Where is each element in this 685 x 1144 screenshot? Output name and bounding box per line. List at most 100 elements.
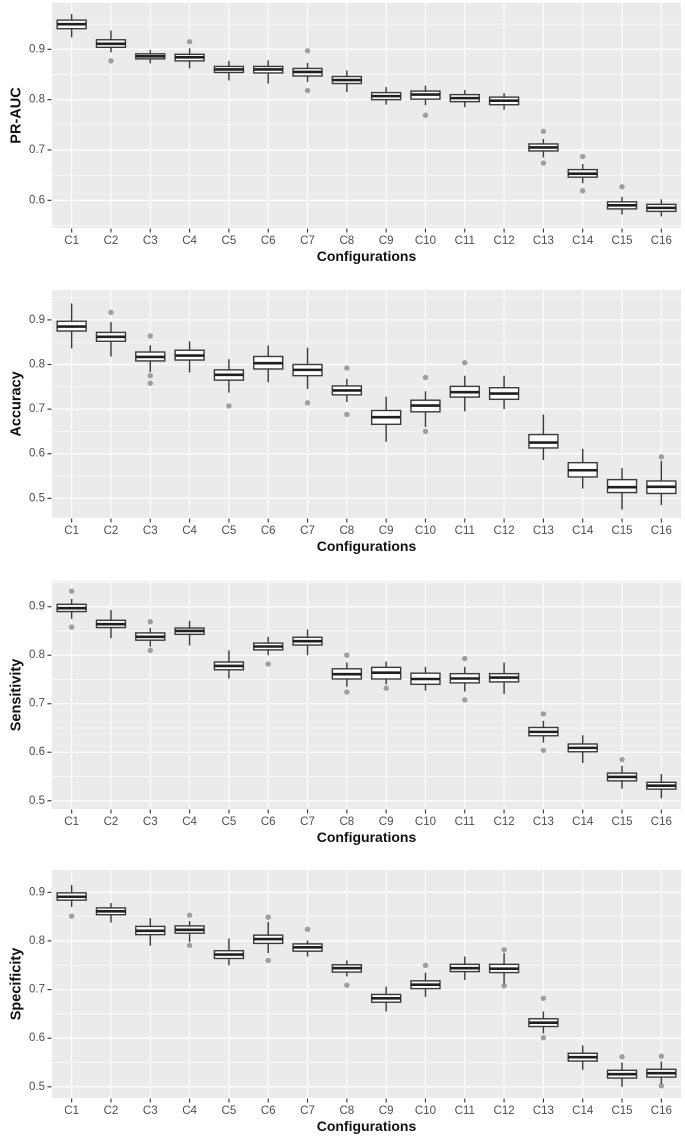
x-tick-label: C2 [104,235,119,247]
x-tick-label: C10 [415,1105,436,1117]
boxplot-C14 [567,153,598,194]
boxplot-C1 [56,14,87,38]
outlier-point [304,400,311,406]
x-tick-label: C10 [415,525,436,537]
outlier-point [265,661,271,667]
y-axis-title: Specificity [9,948,25,1021]
outlier-point [226,403,232,409]
boxplot-C5 [213,60,245,81]
boxplot-C3 [135,918,166,946]
outlier-point [462,697,468,703]
outlier-point [619,1053,625,1060]
panel-bg [52,3,681,228]
outlier-point [68,588,75,594]
boxplot-C2 [95,903,127,923]
outlier-point [304,48,311,54]
boxplot-C7 [292,926,323,957]
x-tick-label: C9 [379,1105,394,1117]
boxplot-C12 [488,947,520,989]
x-tick-label: C3 [143,816,158,828]
y-tick-label: 0.8 [29,359,45,371]
boxplot-C10 [410,85,441,118]
boxplot-C15 [606,756,638,789]
x-tick-label: C11 [455,816,475,828]
x-tick-label: C13 [533,235,554,247]
boxplot-C13 [528,128,559,166]
boxplot-C4 [174,39,205,69]
boxplot-C8 [331,652,363,695]
x-tick-label: C16 [651,525,672,537]
panel-bg [52,870,681,1098]
boxplot-C14 [567,448,598,489]
boxplot-C5 [213,650,245,679]
outlier-point [265,914,271,920]
boxplot-C9 [370,396,402,442]
panel-pr-auc: 0.6 0.7 0.8 0.9 C1 C2 C3 C4 C5 C6 C7 C8 C9 C10 C11 C12 C… [9,3,681,264]
boxplot-C16 [646,199,677,217]
outlier-point [580,188,586,194]
y-axis-title: Sensitivity [9,659,25,732]
outlier-point [619,184,625,190]
outlier-point [68,913,75,919]
y-axis-title: Accuracy [9,371,25,436]
x-tick-label: C6 [261,235,276,247]
x-tick-label: C4 [182,1105,197,1117]
boxplot-C10 [410,374,441,435]
outlier-point [540,747,547,754]
y-tick-label: 0.5 [29,1081,45,1093]
boxplot-C1 [56,588,87,630]
outlier-point [147,372,153,379]
boxplot-C1 [56,303,87,349]
x-tick-label: C7 [300,816,315,828]
x-tick-label: C1 [64,235,79,247]
panel-bg [52,290,681,518]
x-tick-label: C8 [339,525,354,537]
boxplot-C8 [331,960,363,988]
x-tick-label: C3 [143,525,158,537]
boxplot-C12 [488,375,520,410]
boxplot-C5 [213,938,245,966]
boxplot-C8 [331,70,363,93]
x-tick-label: C14 [572,1105,594,1117]
boxplot-C5 [213,359,245,409]
y-tick-label: 0.9 [29,43,45,55]
boxplot-C7 [292,48,323,94]
boxplot-C14 [567,1045,598,1070]
x-tick-label: C14 [572,235,594,247]
boxplot-box [528,433,559,449]
boxplot-C2 [95,610,127,639]
x-tick-label: C10 [415,235,436,247]
outlier-point [422,112,429,118]
x-tick-label: C15 [611,525,632,537]
x-tick-label: C2 [104,525,119,537]
x-tick-label: C5 [222,525,237,537]
boxplot-C4 [174,620,205,646]
outlier-point [344,652,350,658]
boxplot-C11 [449,90,480,108]
x-tick-label: C12 [494,525,515,537]
y-tick-label: 0.6 [29,746,45,758]
x-tick-label: C11 [455,235,475,247]
x-axis-title: Configurations [317,538,417,554]
outlier-point [540,1035,547,1041]
outlier-point [540,995,547,1002]
panel-accuracy: 0.5 0.6 0.7 0.8 0.9 C1 C2 C3 C4 C5 C6 C7 C8 C9 C10 C11 C… [9,290,681,554]
boxplot-C9 [370,87,402,105]
x-tick-label: C16 [651,1105,672,1117]
outlier-point [304,926,311,933]
boxplot-C3 [135,619,166,654]
outlier-point [108,58,114,64]
outlier-point [147,647,153,654]
y-tick-label: 0.5 [29,795,45,807]
x-tick-label: C2 [104,1105,119,1117]
boxplot-C14 [567,735,598,763]
boxplot-C6 [253,60,284,84]
x-tick-label: C7 [300,525,315,537]
outlier-point [147,380,153,386]
outlier-point [501,947,507,953]
outlier-point [540,128,547,135]
outlier-point [422,962,429,968]
boxplot-C9 [370,986,402,1012]
outlier-point [580,153,586,160]
